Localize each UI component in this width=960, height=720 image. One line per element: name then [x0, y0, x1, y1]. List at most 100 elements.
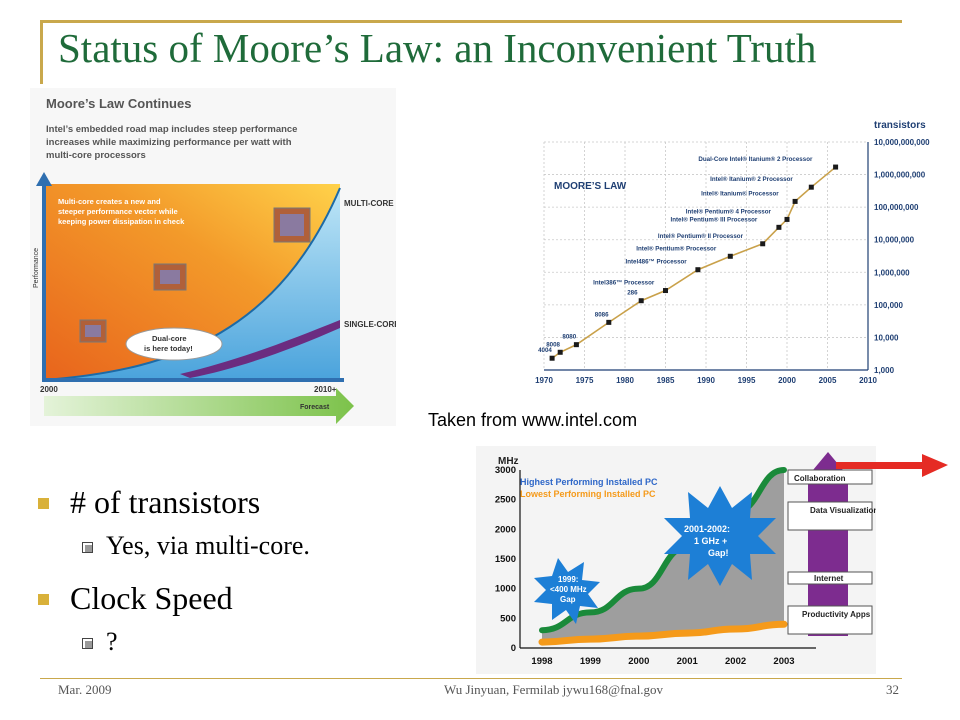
moore-x-tick: 1970 [535, 376, 553, 385]
moore-y-tick: 100,000,000 [874, 203, 919, 212]
img-note-2: steeper performance vector while [58, 207, 178, 216]
img-note-3: keeping power dissipation in check [58, 217, 185, 226]
moore-point [784, 216, 790, 222]
burst-2001 [664, 486, 776, 586]
moore-y-tick: 10,000,000 [874, 236, 915, 245]
moore-point-label: Dual-Core Intel® Itanium® 2 Processor [698, 156, 813, 163]
moore-x-tick: 2005 [819, 376, 837, 385]
clock-y-tick: 1500 [495, 554, 516, 565]
clock-legend-high: Highest Performing Installed PC [520, 477, 658, 487]
moore-point [695, 267, 701, 273]
moore-point [557, 349, 563, 355]
clock-x-tick: 2001 [677, 656, 699, 667]
burst-1999 [534, 558, 600, 624]
moores-law-chart: 1,000 10,000 100,000 1,000,000 10,000,000 100… [524, 112, 952, 388]
moore-point-label: 8080 [562, 334, 576, 341]
footer-rule [40, 678, 902, 679]
bullet-text: # of transistors [70, 484, 261, 520]
clock-y-tick: 3000 [495, 465, 516, 476]
moore-y-tick: 1,000,000,000 [874, 171, 926, 180]
moore-point-label: Intel® Pentium® 4 Processor [686, 208, 772, 215]
bullet-text: Clock Speed [70, 580, 233, 616]
footer-date: Mar. 2009 [58, 682, 112, 697]
img-bubble-1: Dual-core [152, 334, 187, 343]
app-productivity: Productivity Apps [802, 610, 871, 619]
img-desc-1: Intel’s embedded road map includes steep… [46, 124, 297, 135]
moore-point-label: Intel386™ Processor [593, 280, 655, 287]
moore-x-tick: 1985 [657, 376, 675, 385]
clock-speed-chart: MHz 3000 2500 2000 1500 1000 500 0 1998 1999 2000… [476, 446, 876, 674]
moore-point [792, 198, 798, 204]
clock-y-title: MHz [498, 456, 519, 467]
clock-x-tick: 2002 [725, 656, 746, 667]
img-x-end: 2010+ [314, 385, 337, 394]
img-singlecore: SINGLE-CORE [344, 320, 396, 329]
img-multicore: MULTI-CORE [344, 199, 394, 208]
moore-y-title: transistors [874, 120, 926, 131]
moore-y-tick: 1,000,000 [874, 268, 910, 277]
app-internet: Internet [814, 574, 844, 583]
burst1-l1: 1999: [558, 575, 578, 584]
moore-point [573, 342, 579, 348]
moore-x-tick: 1995 [738, 376, 756, 385]
moore-x-tick: 2010 [859, 376, 877, 385]
img-desc-2: increases while maximizing performance p… [46, 137, 292, 148]
moore-point-label: Intel® Pentium® Processor [636, 245, 717, 252]
moore-y-tick: 100,000 [874, 301, 903, 310]
app-collaboration: Collaboration [794, 474, 846, 483]
sub-bullet-item: Yes, via multi-core. [36, 524, 456, 568]
clock-x-tick: 2000 [628, 656, 649, 667]
moore-point-label: 4004 [538, 347, 552, 354]
bullet-item: Clock Speed [36, 576, 456, 620]
clock-x-tick: 1998 [531, 656, 552, 667]
bullet-square-icon [38, 498, 49, 509]
slide-title: Status of Moore’s Law: an Inconvenient T… [58, 25, 817, 71]
chip-icon [273, 207, 311, 243]
sub-bullet-item: ? [36, 620, 456, 664]
moore-point [606, 319, 612, 325]
moore-x-tick: 1975 [576, 376, 594, 385]
title-rule-left [40, 20, 43, 84]
red-arrow-icon [836, 454, 948, 477]
clock-x-tick: 2003 [773, 656, 794, 667]
moore-point-label: 8008 [546, 341, 560, 348]
moore-point-label: 286 [627, 290, 638, 297]
moore-point [760, 241, 766, 247]
moore-point-label: Intel® Itanium® 2 Processor [710, 176, 793, 183]
moore-point [833, 164, 839, 170]
clock-y-tick: 0 [511, 643, 516, 654]
moore-point [727, 253, 733, 259]
img-x-start: 2000 [40, 385, 58, 394]
chip-icon [153, 263, 187, 291]
moore-y-tick: 1,000 [874, 366, 895, 375]
clock-y-tick: 500 [500, 613, 516, 624]
clock-y-tick: 2000 [495, 524, 516, 535]
sub-bullet-text: ? [106, 627, 118, 656]
moore-point [638, 298, 644, 304]
clock-x-tick: 1999 [580, 656, 601, 667]
clock-legend-low: Lowest Performing Installed PC [520, 489, 656, 499]
moore-point [663, 288, 668, 294]
footer-page: 32 [886, 682, 899, 697]
chip-icon [79, 319, 107, 343]
sub-bullet-text: Yes, via multi-core. [106, 531, 310, 560]
img-forecast: Forecast [300, 404, 330, 411]
burst2-l2: 1 GHz + [694, 536, 727, 546]
moores-law-continues-image: Moore’s Law Continues Intel’s embedded r… [30, 88, 396, 426]
hollow-square-icon [82, 542, 93, 553]
burst2-l3: Gap! [708, 548, 729, 558]
moore-point [776, 224, 782, 230]
clock-y-tick: 1000 [495, 584, 516, 595]
moore-y-tick: 10,000 [874, 333, 899, 342]
bullet-square-icon [38, 594, 49, 605]
bullet-item: # of transistors [36, 480, 456, 524]
img-bubble-2: is here today! [144, 344, 193, 353]
app-data-visualization: Data Visualization [810, 506, 876, 515]
hollow-square-icon [82, 638, 93, 649]
bullet-list: # of transistors Yes, via multi-core. Cl… [36, 480, 456, 664]
image-caption: Taken from www.intel.com [428, 410, 638, 430]
moore-point-label: 8086 [595, 311, 609, 318]
img-heading: Moore’s Law Continues [46, 96, 191, 111]
moore-point-label: Intel® Pentium® III Processor [671, 216, 758, 223]
